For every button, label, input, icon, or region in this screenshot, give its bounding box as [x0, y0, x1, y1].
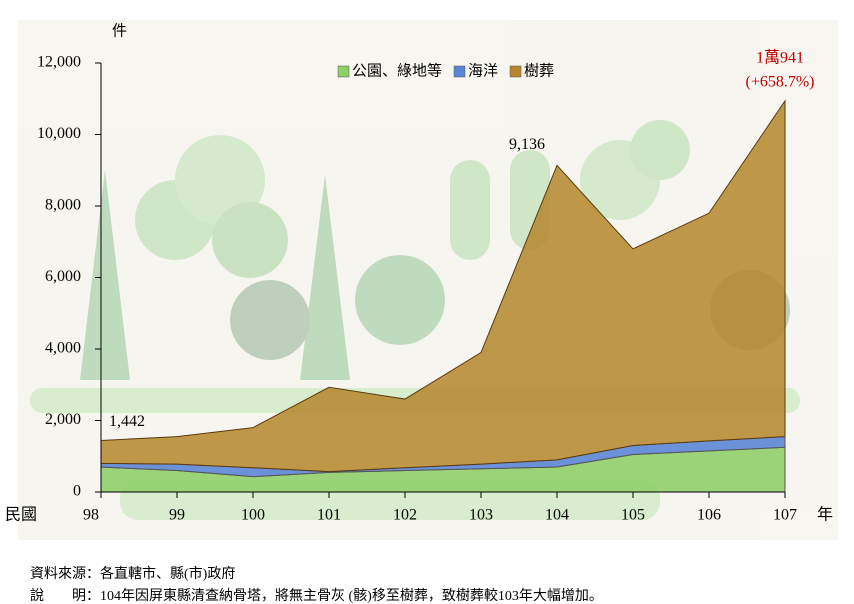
x-tick-label: 99: [169, 507, 185, 524]
y-tick-label: 6,000: [45, 268, 81, 285]
annotation: 9,136: [509, 136, 545, 153]
x-tick-label: 105: [621, 507, 645, 524]
y-tick-label: 10,000: [37, 125, 81, 142]
x-tick-label: 107: [773, 507, 797, 524]
chart: 件 民國 年 資料來源：各直轄市、縣(市)政府 說 明：104年因屏東縣清查納骨…: [0, 0, 854, 604]
x-tick-label: 101: [317, 507, 341, 524]
legend-swatch: [454, 66, 465, 77]
x-tick-label: 103: [469, 507, 493, 524]
x-tick-label: 102: [393, 507, 417, 524]
legend-swatch: [338, 66, 349, 77]
x-tick-label: 106: [697, 507, 721, 524]
annotation: 1萬941: [756, 49, 804, 67]
source: 資料來源：各直轄市、縣(市)政府: [30, 565, 235, 582]
legend-label: 海洋: [468, 62, 498, 79]
page: {"chart_data": {"type": "stacked-area", …: [0, 0, 854, 604]
legend-label: 公園、綠地等: [352, 61, 442, 79]
y-tick-label: 0: [73, 483, 81, 500]
y-tick-label: 4,000: [45, 340, 81, 357]
legend-swatch: [510, 66, 521, 77]
x-suffix: 年: [817, 506, 833, 524]
legend-label: 樹葬: [524, 62, 554, 79]
y-axis-label: 件: [112, 22, 127, 39]
y-tick-label: 2,000: [45, 411, 81, 428]
x-tick-label: 100: [241, 507, 265, 524]
y-tick-label: 12,000: [37, 54, 81, 71]
annotation: 1,442: [109, 413, 145, 430]
annotation: (+658.7%): [745, 74, 814, 91]
x-tick-label: 98: [83, 507, 99, 524]
x-tick-label: 104: [545, 507, 569, 524]
y-tick-label: 8,000: [45, 197, 81, 214]
note: 說 明：104年因屏東縣清查納骨塔，將無主骨灰 (骸)移至樹葬，致樹葬較103年…: [30, 587, 603, 604]
x-prefix: 民國: [5, 507, 37, 524]
